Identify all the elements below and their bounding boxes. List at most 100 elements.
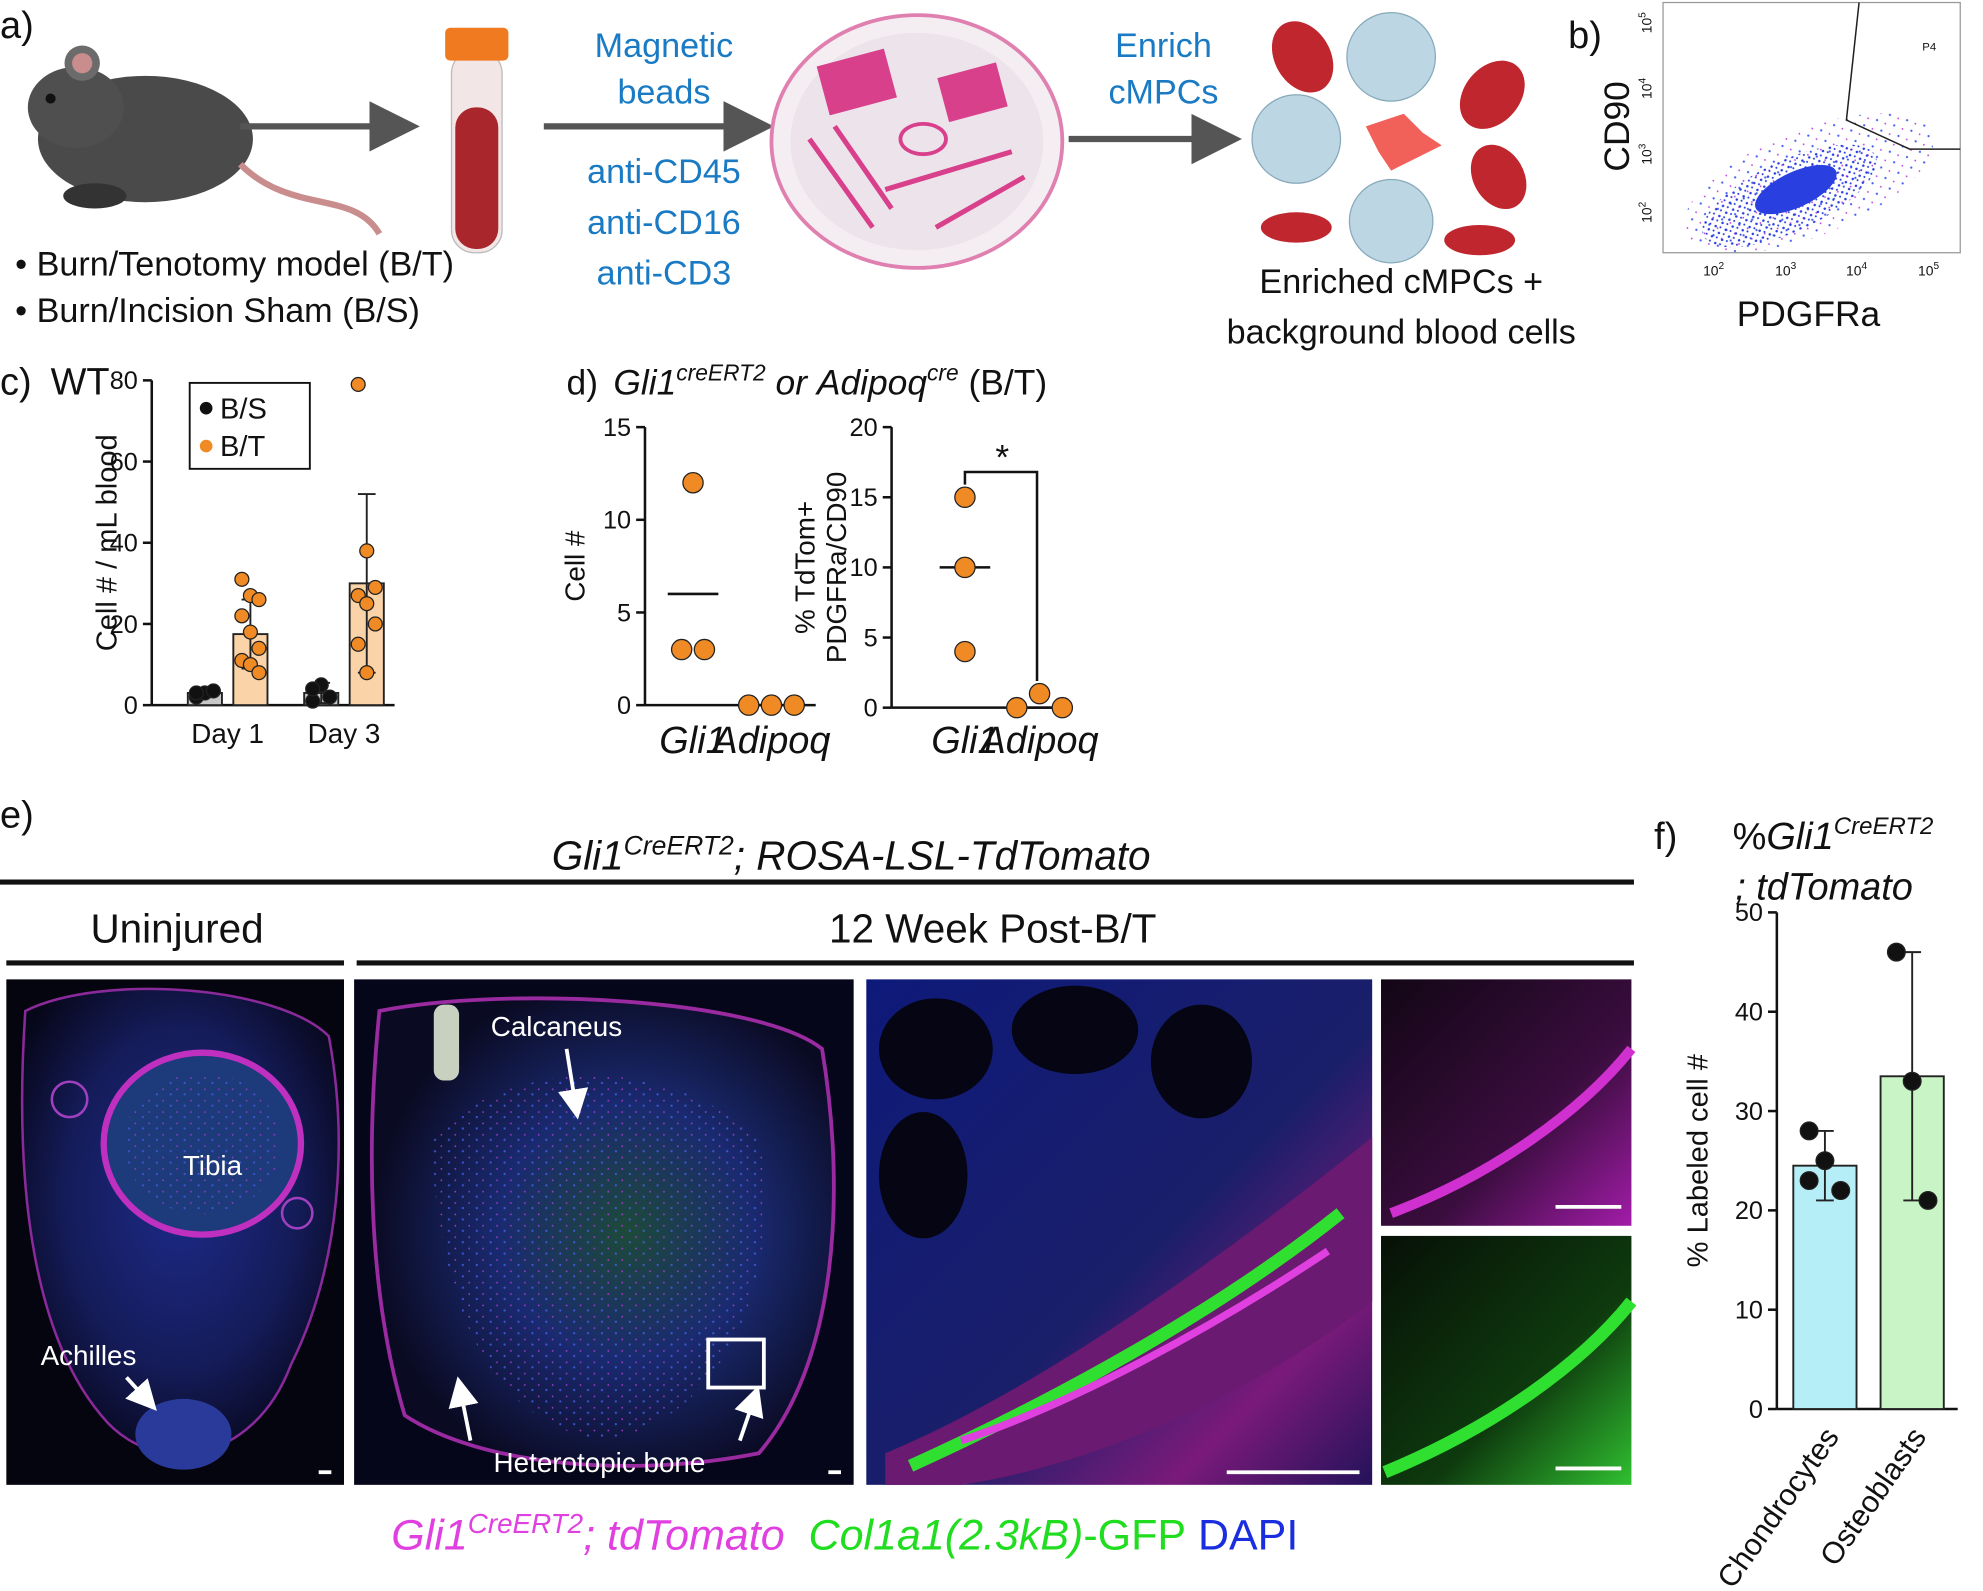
legend-col: Col1a1(2.3kB) — [809, 1511, 1084, 1559]
legend-label: B/S — [220, 393, 267, 425]
tick-base: 10 — [1639, 18, 1655, 34]
y-tick-label: 50 — [1735, 899, 1763, 927]
x-tick-label: Adipoq — [710, 720, 830, 762]
data-point — [1051, 696, 1074, 719]
tick-base: 10 — [1639, 207, 1655, 223]
stain-legend: Gli1CreERT2; tdTomato Col1a1(2.3kB)-GFP … — [391, 1508, 1298, 1559]
data-point — [1918, 1190, 1938, 1210]
y-tick-label: 40 — [1735, 999, 1763, 1027]
gene: Adipoq — [815, 363, 928, 402]
tick-exp: 2 — [1637, 201, 1648, 207]
tick-base: 10 — [1639, 83, 1655, 99]
y-axis-label: % TdTom+ — [789, 501, 820, 634]
micrograph-tdtomato — [1381, 979, 1636, 1226]
data-point — [783, 694, 805, 716]
y-axis-label: % Labeled cell # — [1682, 1053, 1714, 1267]
flow-tick-label: 102 — [1703, 261, 1724, 278]
microfluidic-chip — [769, 13, 1065, 270]
model-bullet: • Burn/Incision Sham (B/S) — [15, 292, 420, 330]
result-text: background blood cells — [1227, 314, 1576, 352]
micrograph-gfp — [1381, 1235, 1637, 1485]
y-tick-label: 20 — [110, 611, 138, 639]
data-point — [234, 571, 250, 587]
panel-label: d) — [567, 363, 598, 402]
y-tick-label: 0 — [124, 692, 138, 720]
axis-label: PDGFRa — [1737, 295, 1881, 334]
data-point — [367, 616, 383, 632]
tick-exp: 5 — [1637, 12, 1648, 18]
x-tick-label: Adipoq — [979, 720, 1099, 762]
tick-base: 10 — [1775, 262, 1791, 278]
data-point — [1006, 696, 1028, 719]
data-point — [234, 608, 250, 624]
title-prefix: % — [1733, 816, 1767, 858]
chart-title: Gli1creERT2 or Adipoqcre (B/T) — [613, 359, 1047, 402]
tick-base: 10 — [1703, 262, 1719, 278]
mouse-illustration — [27, 45, 383, 236]
significance-label: * — [995, 438, 1009, 477]
tick-exp: 5 — [1934, 261, 1940, 272]
axis-label: CD90 — [1598, 81, 1637, 171]
y-tick-label: 5 — [864, 624, 878, 652]
model: Burn/Incision Sham (B/S) — [37, 292, 420, 330]
tick-base: 10 — [1918, 262, 1934, 278]
legend-dapi: DAPI — [1198, 1511, 1298, 1559]
model: Burn/Tenotomy model (B/T) — [37, 245, 454, 283]
chart-title: WT — [51, 361, 110, 403]
x-tick-label: Gli1 — [931, 720, 998, 762]
data-point — [188, 685, 204, 701]
chart-title: %Gli1CreERT2 — [1733, 813, 1934, 858]
data-point — [251, 665, 267, 681]
tick-base: 10 — [1639, 149, 1655, 165]
data-point — [760, 694, 783, 716]
gene: Gli1 — [552, 832, 624, 878]
tick-exp: 4 — [1637, 78, 1648, 84]
y-tick-label: 60 — [110, 448, 138, 476]
data-point — [1886, 942, 1906, 962]
y-axis-label: PDGFRa/CD90 — [821, 472, 852, 663]
flow-tick-label: 104 — [1846, 261, 1867, 278]
legend-swatch — [199, 439, 213, 453]
data-point — [359, 665, 375, 681]
y-tick-label: 10 — [1735, 1297, 1763, 1325]
data-point — [954, 640, 976, 663]
blood-tube — [445, 27, 509, 254]
data-point — [367, 579, 383, 595]
x-tick-label: Day 1 — [191, 718, 264, 749]
antibody: anti-CD3 — [597, 254, 732, 292]
step-text: Enrich — [1115, 27, 1212, 65]
gene-sup: creERT2 — [676, 359, 766, 385]
data-point — [1831, 1181, 1851, 1200]
data-point — [322, 689, 338, 705]
y-tick-label: 0 — [1749, 1396, 1763, 1424]
panel-label: f) — [1654, 816, 1677, 858]
data-point — [350, 376, 366, 393]
legend-reporter: ; tdTomato — [583, 1511, 785, 1559]
data-point — [1902, 1071, 1922, 1091]
micrograph-zoom-merge — [866, 979, 1373, 1485]
flow-plot — [1662, 1, 1961, 254]
data-point — [954, 556, 976, 579]
result-text: Enriched cMPCs + — [1259, 263, 1543, 301]
y-tick-label: 40 — [110, 530, 138, 558]
chart: 0 20 40 60 80 Cell # / mL blood Day 1 Day 3 B/S B… — [91, 367, 395, 749]
flow-tick-label: 105 — [1637, 12, 1654, 33]
data-point — [670, 638, 693, 661]
y-tick-label: 15 — [850, 484, 878, 512]
panel-label: e) — [0, 795, 34, 837]
antibody: anti-CD45 — [587, 153, 741, 191]
gene: Gli1 — [613, 363, 676, 402]
gene: Gli1 — [1766, 816, 1833, 858]
x-tick-label: Chondrocytes — [1711, 1422, 1845, 1591]
chart-title: ; tdTomato — [1735, 867, 1913, 909]
y-tick-label: 20 — [850, 414, 878, 442]
model-bullet: • Burn/Tenotomy model (B/T) — [15, 245, 454, 283]
y-tick-label: 0 — [864, 695, 878, 723]
annotation: Tibia — [183, 1150, 243, 1181]
legend-label: B/T — [220, 431, 265, 463]
joiner: or — [766, 363, 817, 402]
flow-tick-label: 105 — [1918, 261, 1939, 278]
